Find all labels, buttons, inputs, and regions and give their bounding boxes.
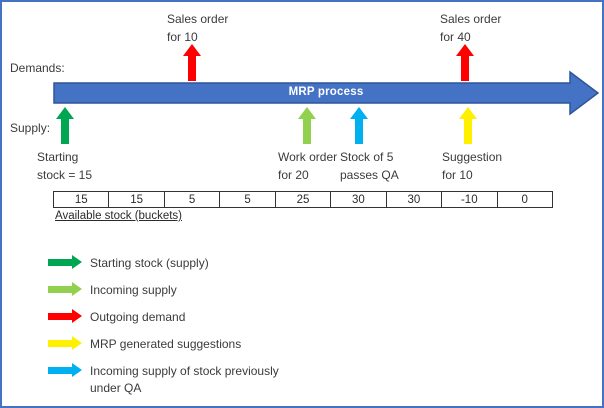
right-arrow-icon: [48, 309, 82, 323]
legend-item: MRP generated suggestions: [48, 336, 295, 353]
legend-label: Incoming supply of stock previously unde…: [90, 364, 279, 395]
stock-cell: 5: [220, 192, 276, 207]
stock-cell: 15: [109, 192, 165, 207]
legend-item: Incoming supply: [48, 282, 295, 299]
legend-label: MRP generated suggestions: [90, 337, 242, 351]
legend: Starting stock (supply) Incoming supply Ou…: [48, 255, 295, 406]
stock-table-caption: Available stock (buckets): [55, 210, 182, 222]
right-arrow-icon: [48, 282, 82, 296]
legend-label: Starting stock (supply): [90, 256, 209, 270]
demands-label: Demands:: [10, 61, 65, 75]
supply-event-label: Suggestion for 10: [442, 150, 503, 182]
stock-cell: 15: [54, 192, 110, 207]
mrp-process-arrow: [53, 70, 600, 116]
stock-cell: 25: [276, 192, 332, 207]
right-arrow-icon: [48, 255, 82, 269]
stock-cell: 5: [165, 192, 221, 207]
up-arrow-icon: [456, 44, 474, 81]
mrp-process-label: MRP process: [288, 86, 364, 98]
demand-event-label: Sales order for 10: [167, 12, 229, 44]
up-arrow-icon: [350, 107, 368, 144]
supply-event-label: Stock of 5 passes QA: [340, 150, 399, 182]
supply-event-label: Work order for 20: [278, 150, 338, 182]
stock-cell: 0: [521, 193, 528, 206]
available-stock-table: 15 15 5 5 25 30 30 -10 0: [53, 191, 553, 208]
stock-cell: 30: [331, 192, 387, 207]
legend-label: Outgoing demand: [90, 310, 186, 324]
up-arrow-icon: [459, 107, 477, 144]
legend-item: Starting stock (supply): [48, 255, 295, 272]
supply-event-label: Starting stock = 15: [37, 150, 93, 182]
stock-cell: 30: [387, 192, 443, 207]
supply-label: Supply:: [10, 121, 51, 135]
right-arrow-icon: [48, 363, 82, 377]
legend-label: Incoming supply: [90, 283, 177, 297]
legend-item: Outgoing demand: [48, 309, 295, 326]
up-arrow-icon: [183, 44, 201, 81]
up-arrow-icon: [298, 107, 316, 144]
demand-event-label: Sales order for 40: [440, 12, 502, 44]
right-arrow-icon: [48, 336, 82, 350]
legend-item: Incoming supply of stock previously unde…: [48, 363, 295, 397]
up-arrow-icon: [56, 107, 74, 144]
stock-cell: -10: [442, 192, 498, 207]
